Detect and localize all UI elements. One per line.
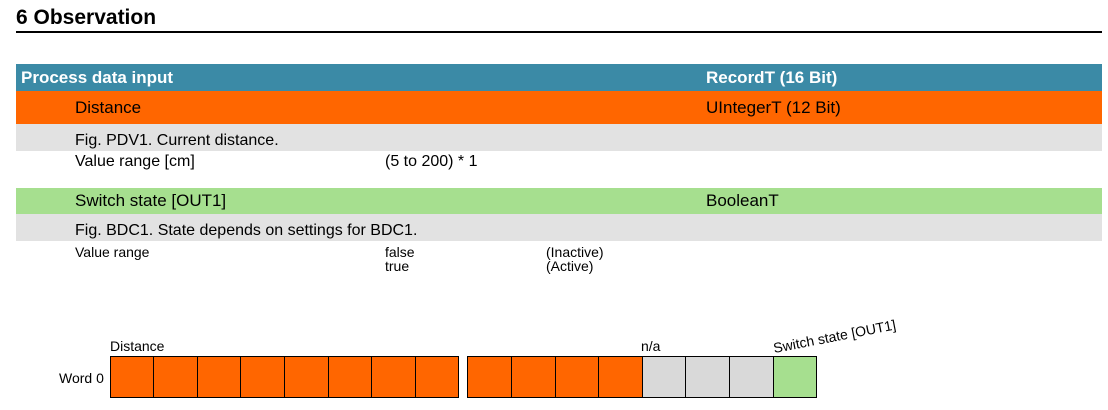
switch-meaning-inactive: (Inactive) (546, 244, 604, 260)
switch-state-label: Switch state [OUT1] (75, 191, 227, 210)
bit-1-na (729, 356, 774, 398)
word-label: Word 0 (59, 370, 104, 386)
section-heading: 6 Observation (16, 6, 157, 29)
bit-9-distance (371, 356, 416, 398)
bit-0-switch-state (773, 356, 817, 398)
bit-5-distance (555, 356, 599, 398)
bit-15-distance (110, 356, 154, 398)
distance-label: Distance (75, 98, 142, 117)
bit-3-na (642, 356, 686, 398)
process-data-input-row: Process data input RecordT (16 Bit) (16, 64, 1102, 91)
distance-type: UIntegerT (12 Bit) (706, 98, 841, 117)
heading-rule (16, 31, 1102, 33)
switch-meaning-active: (Active) (546, 258, 594, 274)
bit-11-distance (284, 356, 329, 398)
process-data-input-label: Process data input (21, 68, 174, 87)
diagram-switch-label: Switch state [OUT1] (771, 316, 898, 356)
distance-range-label: Value range [cm] (75, 153, 195, 170)
process-data-input-type: RecordT (16 Bit) (706, 68, 838, 87)
distance-description: Fig. PDV1. Current distance. (75, 132, 279, 149)
diagram-na-label: n/a (641, 338, 661, 354)
bit-8-distance (415, 356, 459, 398)
diagram-distance-label: Distance (110, 338, 165, 354)
switch-state-description-row: Fig. BDC1. State depends on settings for… (16, 214, 1102, 241)
switch-value-false: false (385, 244, 415, 260)
switch-state-row: Switch state [OUT1] BooleanT (16, 188, 1102, 214)
switch-state-type: BooleanT (706, 191, 779, 210)
bit-6-distance (511, 356, 556, 398)
distance-description-row: Fig. PDV1. Current distance. (16, 124, 1102, 151)
switch-state-description: Fig. BDC1. State depends on settings for… (75, 222, 418, 239)
bit-14-distance (153, 356, 198, 398)
bit-4-distance (598, 356, 643, 398)
bit-12-distance (240, 356, 285, 398)
bit-2-na (685, 356, 730, 398)
bit-13-distance (197, 356, 241, 398)
switch-value-true: true (385, 258, 410, 274)
distance-row: Distance UIntegerT (12 Bit) (16, 91, 1102, 124)
bit-10-distance (328, 356, 372, 398)
distance-range-value: (5 to 200) * 1 (385, 153, 478, 170)
switch-state-range-label: Value range (75, 244, 150, 260)
bit-7-distance (467, 356, 512, 398)
